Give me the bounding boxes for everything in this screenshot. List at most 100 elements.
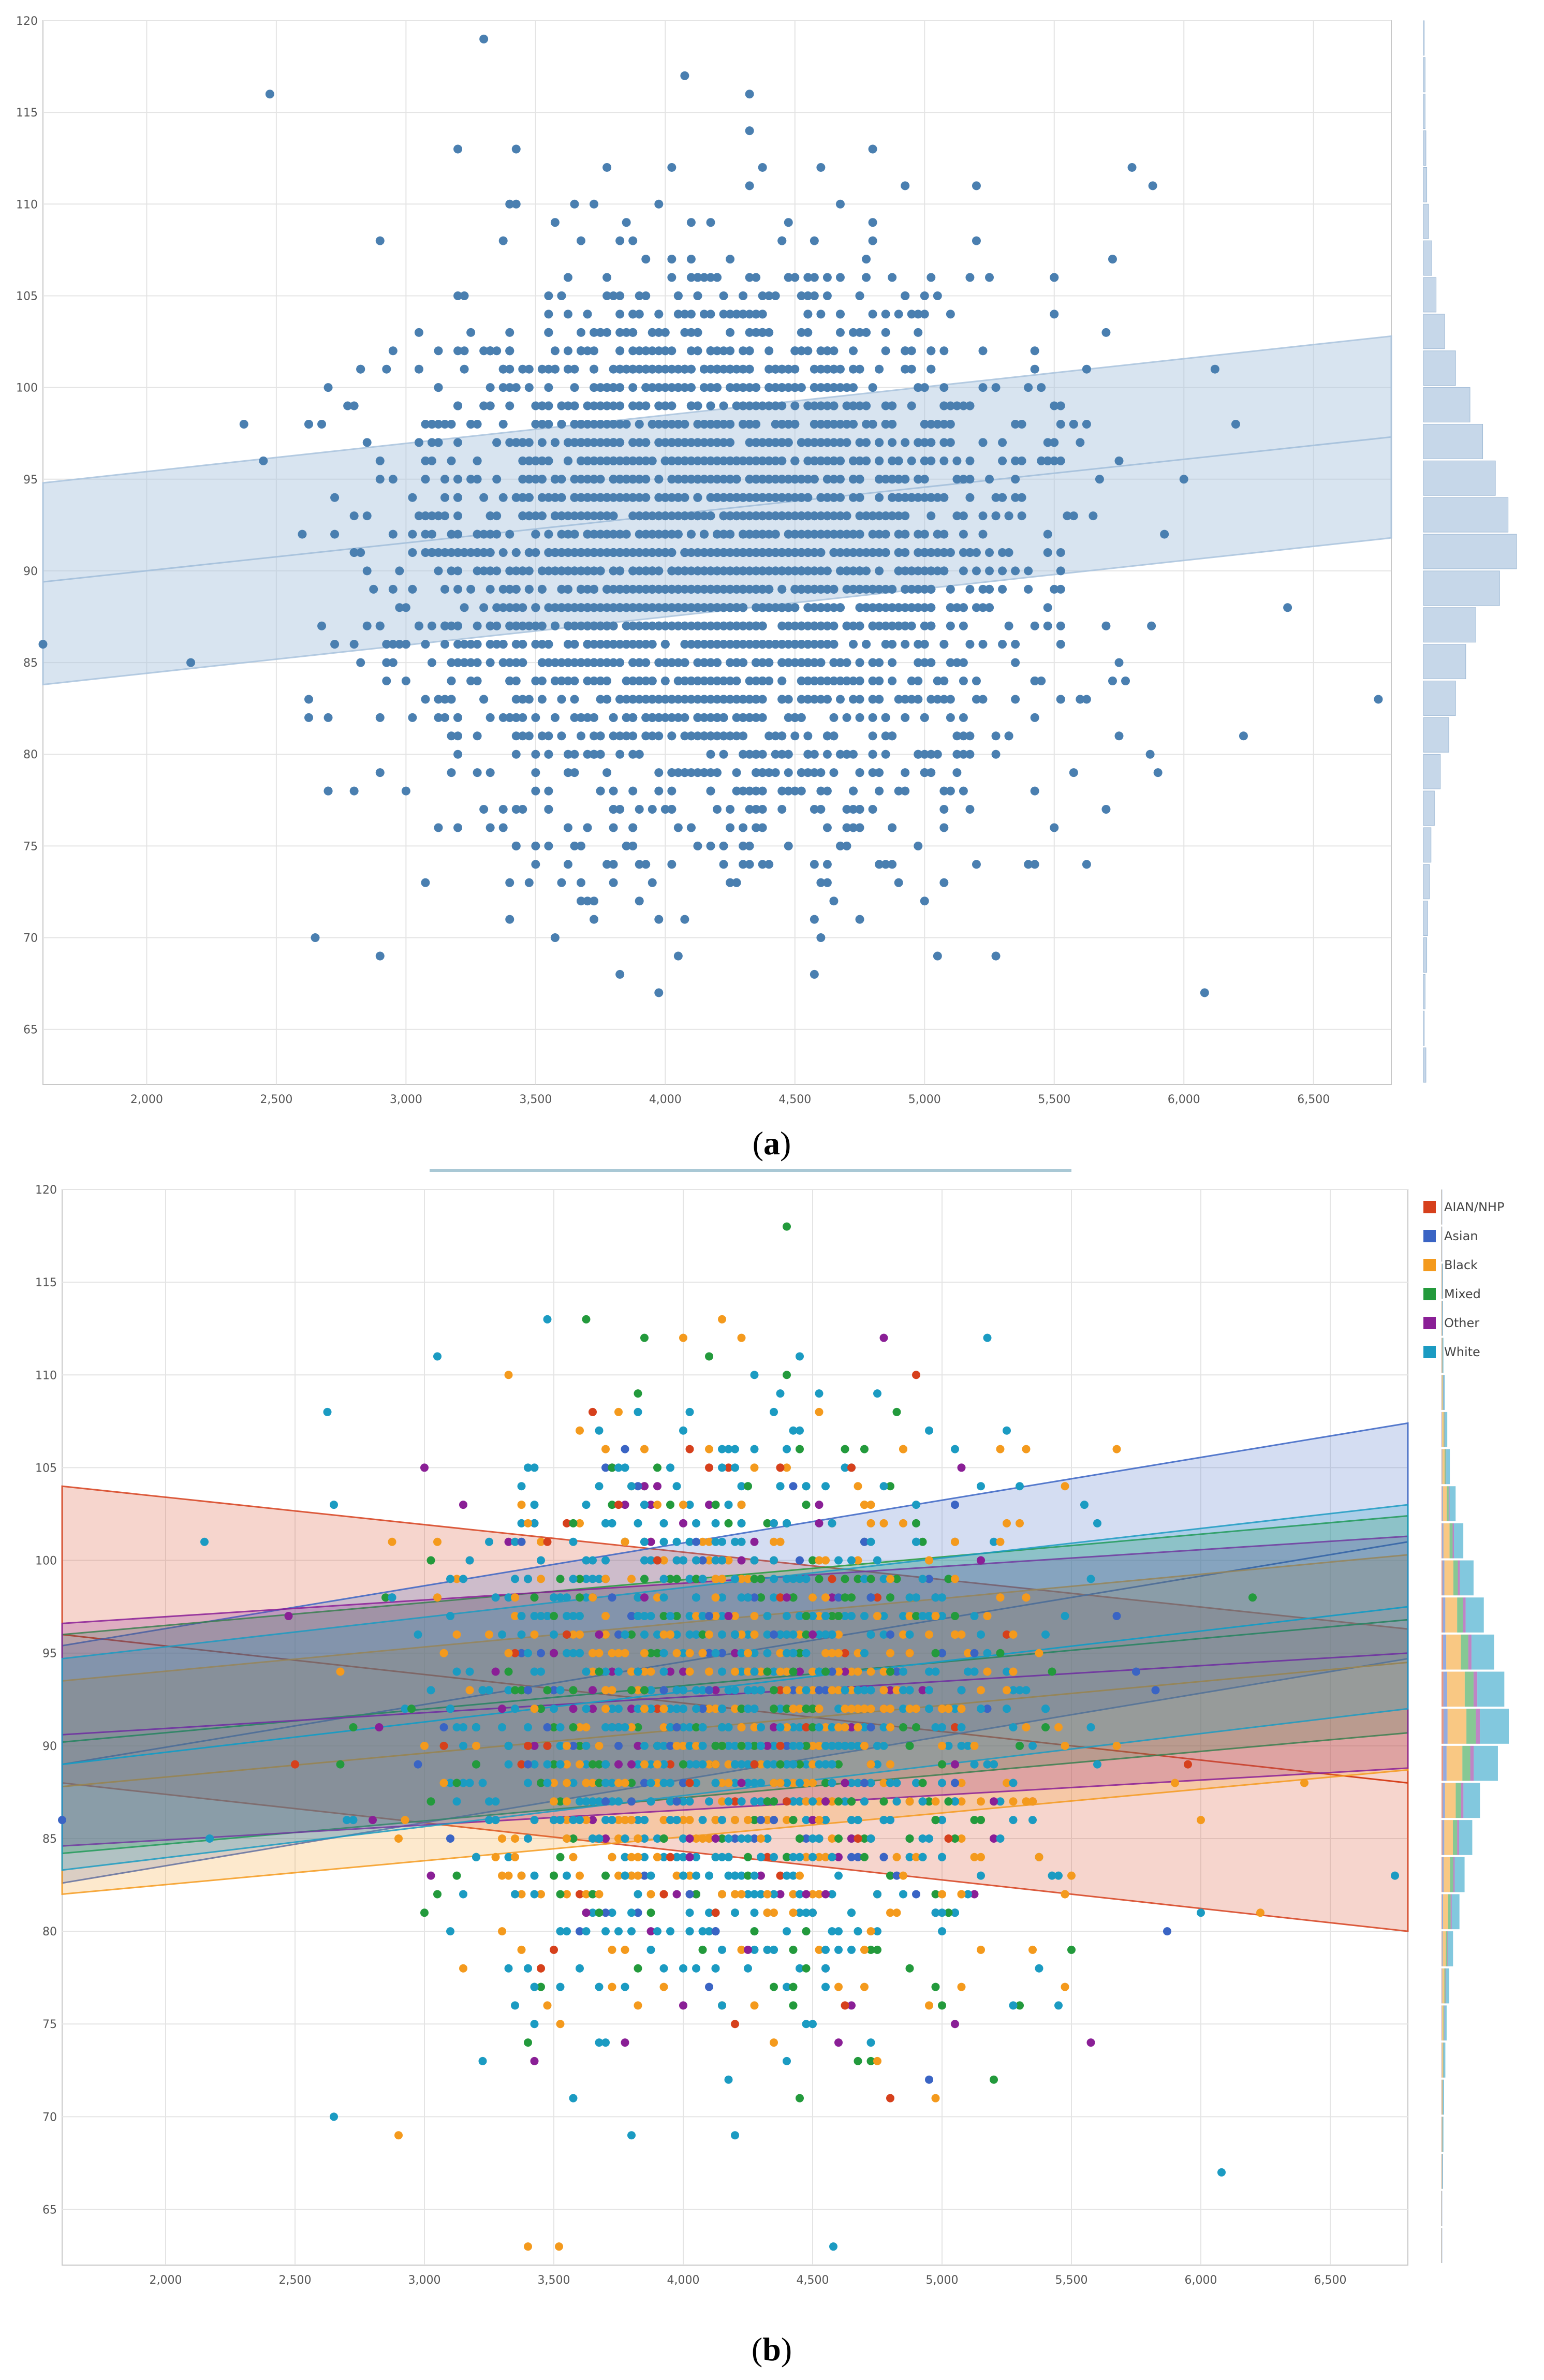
data-point [888, 401, 897, 410]
data-point [583, 603, 592, 612]
data-point [537, 584, 547, 594]
data-point [854, 1482, 862, 1491]
data-point [622, 530, 631, 539]
data-point [628, 823, 638, 832]
data-point [892, 1853, 901, 1861]
data-point [724, 1519, 733, 1527]
regression-line-all [42, 436, 1392, 583]
data-point [713, 346, 722, 356]
data-point [317, 419, 327, 429]
data-point [622, 456, 631, 465]
data-point [959, 603, 968, 612]
x-tick-label: 2,000 [130, 1093, 163, 1106]
data-point [965, 584, 975, 594]
data-point [920, 713, 929, 722]
data-point [841, 1779, 849, 1787]
data-point [868, 584, 877, 594]
histogram-bar [1423, 901, 1428, 936]
data-point [530, 1890, 539, 1899]
data-point [590, 511, 599, 521]
data-point [667, 456, 677, 465]
data-point [1037, 383, 1046, 392]
data-point [1009, 1630, 1018, 1639]
data-point [414, 511, 423, 521]
data-point [952, 731, 962, 741]
data-point [888, 677, 897, 686]
data-point [1028, 1816, 1037, 1825]
data-point [783, 1519, 791, 1527]
data-point [291, 1760, 299, 1769]
data-point [1069, 768, 1078, 777]
data-point [427, 1871, 435, 1880]
data-point [810, 364, 819, 374]
data-point [927, 438, 936, 447]
data-point [38, 640, 48, 649]
data-point [752, 713, 761, 722]
data-point [731, 2020, 739, 2029]
data-point [420, 1908, 429, 1917]
data-point [866, 1927, 875, 1936]
x-tick-label: 6,000 [1168, 1093, 1200, 1106]
data-point [434, 713, 443, 722]
data-point [590, 199, 599, 209]
data-point [732, 731, 741, 741]
data-point [388, 1537, 396, 1546]
data-point [524, 364, 534, 374]
data-point [739, 584, 748, 594]
data-point [447, 566, 456, 576]
data-point [635, 346, 644, 356]
data-point [834, 2038, 843, 2047]
data-point [732, 566, 741, 576]
data-point [977, 1686, 985, 1695]
data-point [667, 475, 677, 484]
histogram-bar [1423, 754, 1441, 789]
data-point [583, 548, 592, 557]
data-point [672, 1575, 681, 1583]
data-point [679, 1333, 687, 1342]
data-point [1061, 1890, 1069, 1899]
data-point [803, 328, 813, 337]
data-point [446, 1927, 454, 1936]
data-point [421, 475, 430, 484]
data-point [849, 419, 858, 429]
data-point [530, 1630, 539, 1639]
data-point [946, 603, 955, 612]
data-point [931, 2094, 940, 2103]
data-point [583, 566, 592, 576]
data-point [673, 438, 683, 447]
data-point [408, 584, 417, 594]
data-point [518, 621, 527, 630]
data-point [692, 1519, 700, 1527]
data-point [810, 401, 819, 410]
data-point [556, 1575, 565, 1583]
data-point [1024, 860, 1033, 869]
data-point [1030, 346, 1039, 356]
data-point [739, 640, 748, 649]
data-point [914, 603, 923, 612]
data-point [752, 419, 761, 429]
data-point [957, 1686, 966, 1695]
data-point [576, 1871, 584, 1880]
data-point [511, 199, 521, 209]
data-point [680, 364, 689, 374]
data-point [330, 493, 340, 502]
data-point [615, 346, 625, 356]
data-point [803, 438, 813, 447]
data-point [524, 1834, 532, 1843]
data-point [965, 456, 975, 465]
data-point [927, 603, 936, 612]
histogram-bar [1423, 974, 1425, 1009]
data-point [744, 1853, 752, 1861]
data-point [375, 713, 385, 722]
data-point [965, 750, 975, 759]
data-point [901, 786, 910, 796]
data-point [815, 1501, 824, 1509]
data-point [556, 1816, 565, 1825]
data-point [679, 1426, 687, 1435]
data-point [362, 566, 372, 576]
data-point [842, 530, 851, 539]
data-point [835, 493, 845, 502]
data-point [582, 1667, 591, 1676]
data-point [609, 456, 618, 465]
